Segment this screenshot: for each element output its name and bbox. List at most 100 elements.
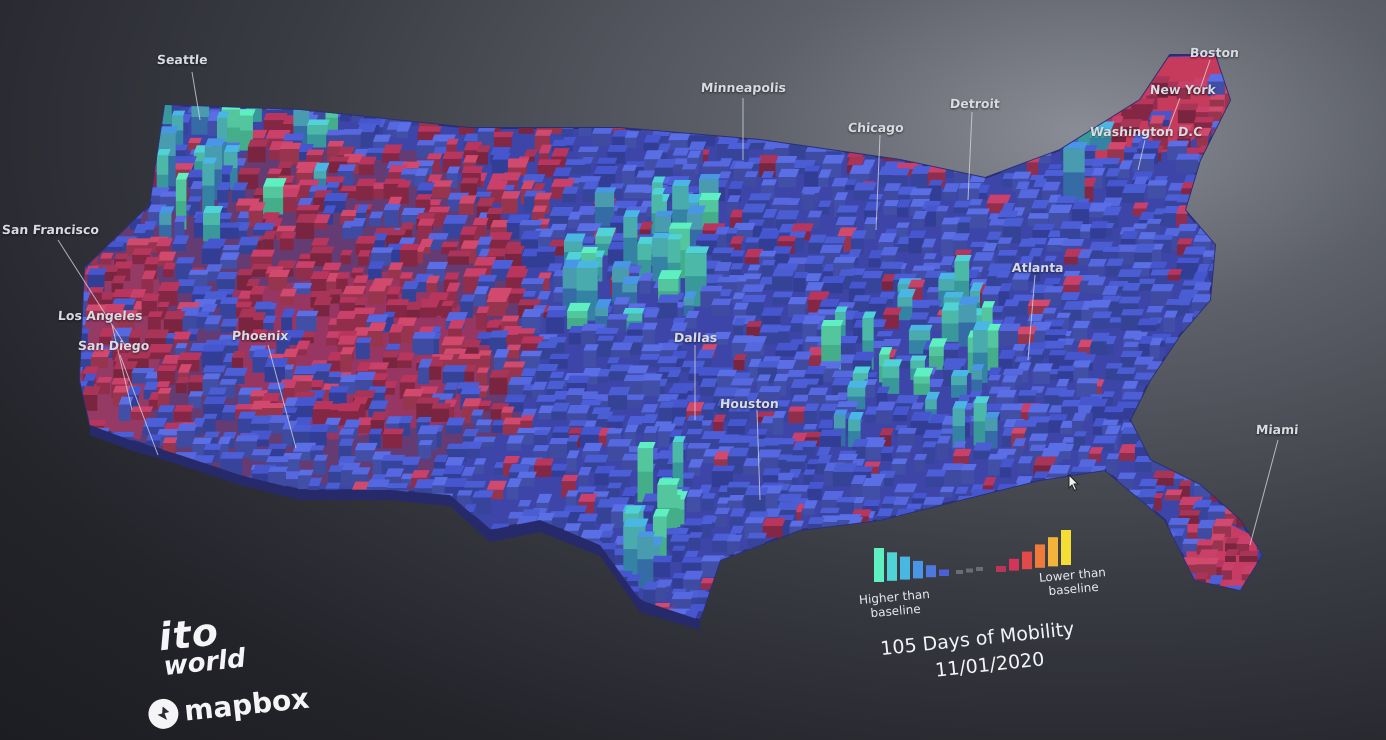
prism-top — [806, 125, 828, 133]
prism-top — [100, 152, 119, 162]
prism-side — [566, 458, 577, 472]
prism-side — [489, 377, 508, 395]
prism-top — [1197, 197, 1218, 207]
prism-top — [853, 466, 874, 472]
prism-side — [1177, 404, 1194, 412]
prism-top — [486, 480, 507, 490]
prism-top — [1209, 94, 1227, 100]
prism-side — [418, 367, 430, 385]
prism-top — [80, 206, 87, 214]
prism-side — [1032, 84, 1053, 95]
prism-side — [1256, 112, 1262, 125]
prism-side — [115, 575, 127, 592]
prism-side — [863, 135, 875, 152]
prism-top — [163, 311, 186, 320]
prism-side — [1108, 540, 1125, 553]
prism-top — [711, 298, 732, 306]
prism-side — [1150, 249, 1162, 264]
prism-side — [1210, 455, 1225, 463]
prism-top — [355, 337, 372, 343]
prism-side — [906, 120, 921, 135]
prism-top — [130, 490, 146, 499]
prism-top — [672, 436, 686, 443]
prism-side — [1116, 408, 1136, 420]
prism-top — [418, 386, 439, 394]
prism-top — [296, 40, 316, 46]
prism-top — [607, 482, 623, 489]
prism-side — [851, 543, 865, 550]
prism-side — [1101, 228, 1113, 238]
prism-top — [834, 131, 848, 138]
prism-highlight — [576, 267, 598, 291]
prism-top — [771, 552, 794, 560]
prism-side — [743, 466, 759, 476]
prism-top — [1011, 145, 1029, 154]
prism-top — [940, 256, 956, 266]
prism-top — [683, 518, 707, 526]
prism-top — [237, 518, 260, 524]
prism-top — [922, 429, 943, 439]
prism-side — [1251, 447, 1262, 460]
prism-top — [1001, 119, 1023, 129]
prism-top — [370, 247, 394, 253]
prism-top — [506, 435, 525, 444]
prism-top — [128, 160, 146, 167]
prism-top — [821, 530, 837, 538]
prism-top — [747, 532, 768, 539]
prism-top — [188, 137, 202, 143]
prism-side — [1030, 101, 1046, 110]
prism-top — [235, 435, 260, 442]
prism-top — [578, 391, 599, 399]
prism-top — [1041, 448, 1062, 457]
prism-side — [382, 434, 403, 449]
prism-top — [208, 563, 231, 571]
prism-top — [354, 442, 378, 451]
prism-top — [1168, 518, 1191, 525]
prism-top — [563, 233, 586, 242]
prism-top — [85, 128, 109, 135]
prism-top — [837, 302, 856, 308]
prism-top — [264, 357, 289, 367]
prism-top — [113, 541, 133, 549]
prism-top — [117, 482, 132, 489]
prism-top — [565, 490, 579, 497]
prism-side — [712, 583, 725, 592]
prism-top — [521, 174, 546, 183]
prism-side — [81, 516, 94, 527]
prism-top — [1179, 444, 1197, 452]
prism-top — [763, 508, 782, 517]
prism-side — [1252, 328, 1262, 343]
prism-side — [1243, 460, 1259, 474]
prism-top — [84, 566, 99, 575]
prism-side — [1176, 244, 1191, 256]
prism-top — [741, 294, 767, 303]
prism-side — [251, 269, 270, 277]
prism-side — [683, 87, 699, 96]
prism-top — [687, 150, 702, 158]
prism-side — [788, 411, 810, 424]
prism-side — [1015, 106, 1029, 122]
prism-top — [517, 553, 542, 561]
prism-top — [1102, 419, 1119, 426]
prism-top — [88, 120, 106, 128]
prism-side — [381, 90, 403, 100]
prism-top — [879, 261, 904, 269]
prism-side — [358, 164, 374, 176]
prism-top — [357, 250, 371, 257]
prism-top — [684, 550, 699, 558]
prism-side — [580, 566, 594, 576]
prism-top — [1091, 311, 1113, 319]
prism-side — [549, 358, 568, 369]
prism-side — [1224, 414, 1238, 422]
prism-top — [1196, 263, 1210, 273]
prism-side — [399, 538, 415, 552]
prism-top — [338, 438, 355, 446]
prism-side — [172, 243, 186, 252]
prism-side — [147, 352, 170, 360]
prism-top — [276, 225, 297, 232]
prism-top — [907, 108, 932, 118]
prism-top — [236, 548, 261, 558]
prism-top — [278, 523, 301, 532]
